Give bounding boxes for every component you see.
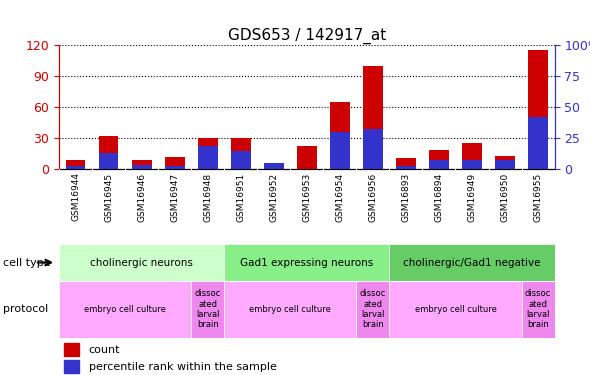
Bar [462, 160, 482, 169]
Text: dissoc
ated
larval
brain: dissoc ated larval brain [195, 289, 221, 330]
Text: GSM16948: GSM16948 [203, 172, 212, 222]
Text: Gad1 expressing neurons: Gad1 expressing neurons [240, 258, 373, 267]
Bar [165, 166, 185, 169]
FancyBboxPatch shape [389, 244, 555, 281]
Text: cell type: cell type [3, 258, 51, 267]
Bar [396, 158, 416, 169]
Text: embryo cell culture: embryo cell culture [84, 305, 166, 314]
FancyBboxPatch shape [389, 281, 522, 338]
Bar [429, 150, 449, 169]
Text: GSM16894: GSM16894 [434, 172, 444, 222]
Bar [99, 153, 119, 169]
FancyBboxPatch shape [59, 244, 224, 281]
Bar [198, 147, 218, 169]
Text: GSM16953: GSM16953 [302, 172, 312, 222]
Text: protocol: protocol [3, 304, 48, 314]
Text: GSM16944: GSM16944 [71, 172, 80, 222]
Bar [264, 163, 284, 169]
Bar [495, 160, 515, 169]
Text: GSM16951: GSM16951 [236, 172, 245, 222]
Text: GSM16954: GSM16954 [335, 172, 345, 222]
Text: GSM16955: GSM16955 [533, 172, 543, 222]
Bar [429, 160, 449, 169]
Bar [165, 158, 185, 169]
Bar [363, 129, 383, 169]
FancyBboxPatch shape [356, 281, 389, 338]
Bar [264, 163, 284, 169]
Bar [132, 160, 152, 169]
Text: GSM16947: GSM16947 [170, 172, 179, 222]
Text: dissoc
ated
larval
brain: dissoc ated larval brain [360, 289, 386, 330]
Text: count: count [88, 345, 120, 355]
FancyBboxPatch shape [191, 281, 224, 338]
Bar [396, 166, 416, 169]
Bar [528, 117, 548, 169]
Text: embryo cell culture: embryo cell culture [415, 305, 496, 314]
Bar [65, 166, 86, 169]
Title: GDS653 / 142917_at: GDS653 / 142917_at [228, 27, 386, 44]
FancyBboxPatch shape [224, 281, 356, 338]
Text: GSM16956: GSM16956 [368, 172, 378, 222]
FancyBboxPatch shape [224, 244, 389, 281]
Bar [330, 102, 350, 169]
Text: embryo cell culture: embryo cell culture [250, 305, 331, 314]
Text: percentile rank within the sample: percentile rank within the sample [88, 362, 277, 372]
Text: GSM16893: GSM16893 [401, 172, 411, 222]
Bar [330, 132, 350, 169]
Bar [64, 360, 79, 373]
FancyBboxPatch shape [522, 281, 555, 338]
Text: GSM16949: GSM16949 [467, 172, 477, 222]
Bar [297, 146, 317, 169]
Bar [132, 165, 152, 169]
Text: GSM16945: GSM16945 [104, 172, 113, 222]
Text: GSM16952: GSM16952 [269, 172, 278, 222]
Bar [99, 136, 119, 169]
Bar [64, 343, 79, 356]
Text: dissoc
ated
larval
brain: dissoc ated larval brain [525, 289, 551, 330]
Bar [231, 152, 251, 169]
Text: GSM16946: GSM16946 [137, 172, 146, 222]
FancyBboxPatch shape [59, 281, 191, 338]
Bar [495, 156, 515, 169]
Text: cholinergic/Gad1 negative: cholinergic/Gad1 negative [403, 258, 541, 267]
Bar [462, 143, 482, 169]
Bar [198, 138, 218, 169]
Bar [528, 50, 548, 169]
Bar [65, 160, 86, 169]
Text: GSM16950: GSM16950 [500, 172, 510, 222]
Bar [363, 66, 383, 169]
Bar [231, 138, 251, 169]
Text: cholinergic neurons: cholinergic neurons [90, 258, 193, 267]
